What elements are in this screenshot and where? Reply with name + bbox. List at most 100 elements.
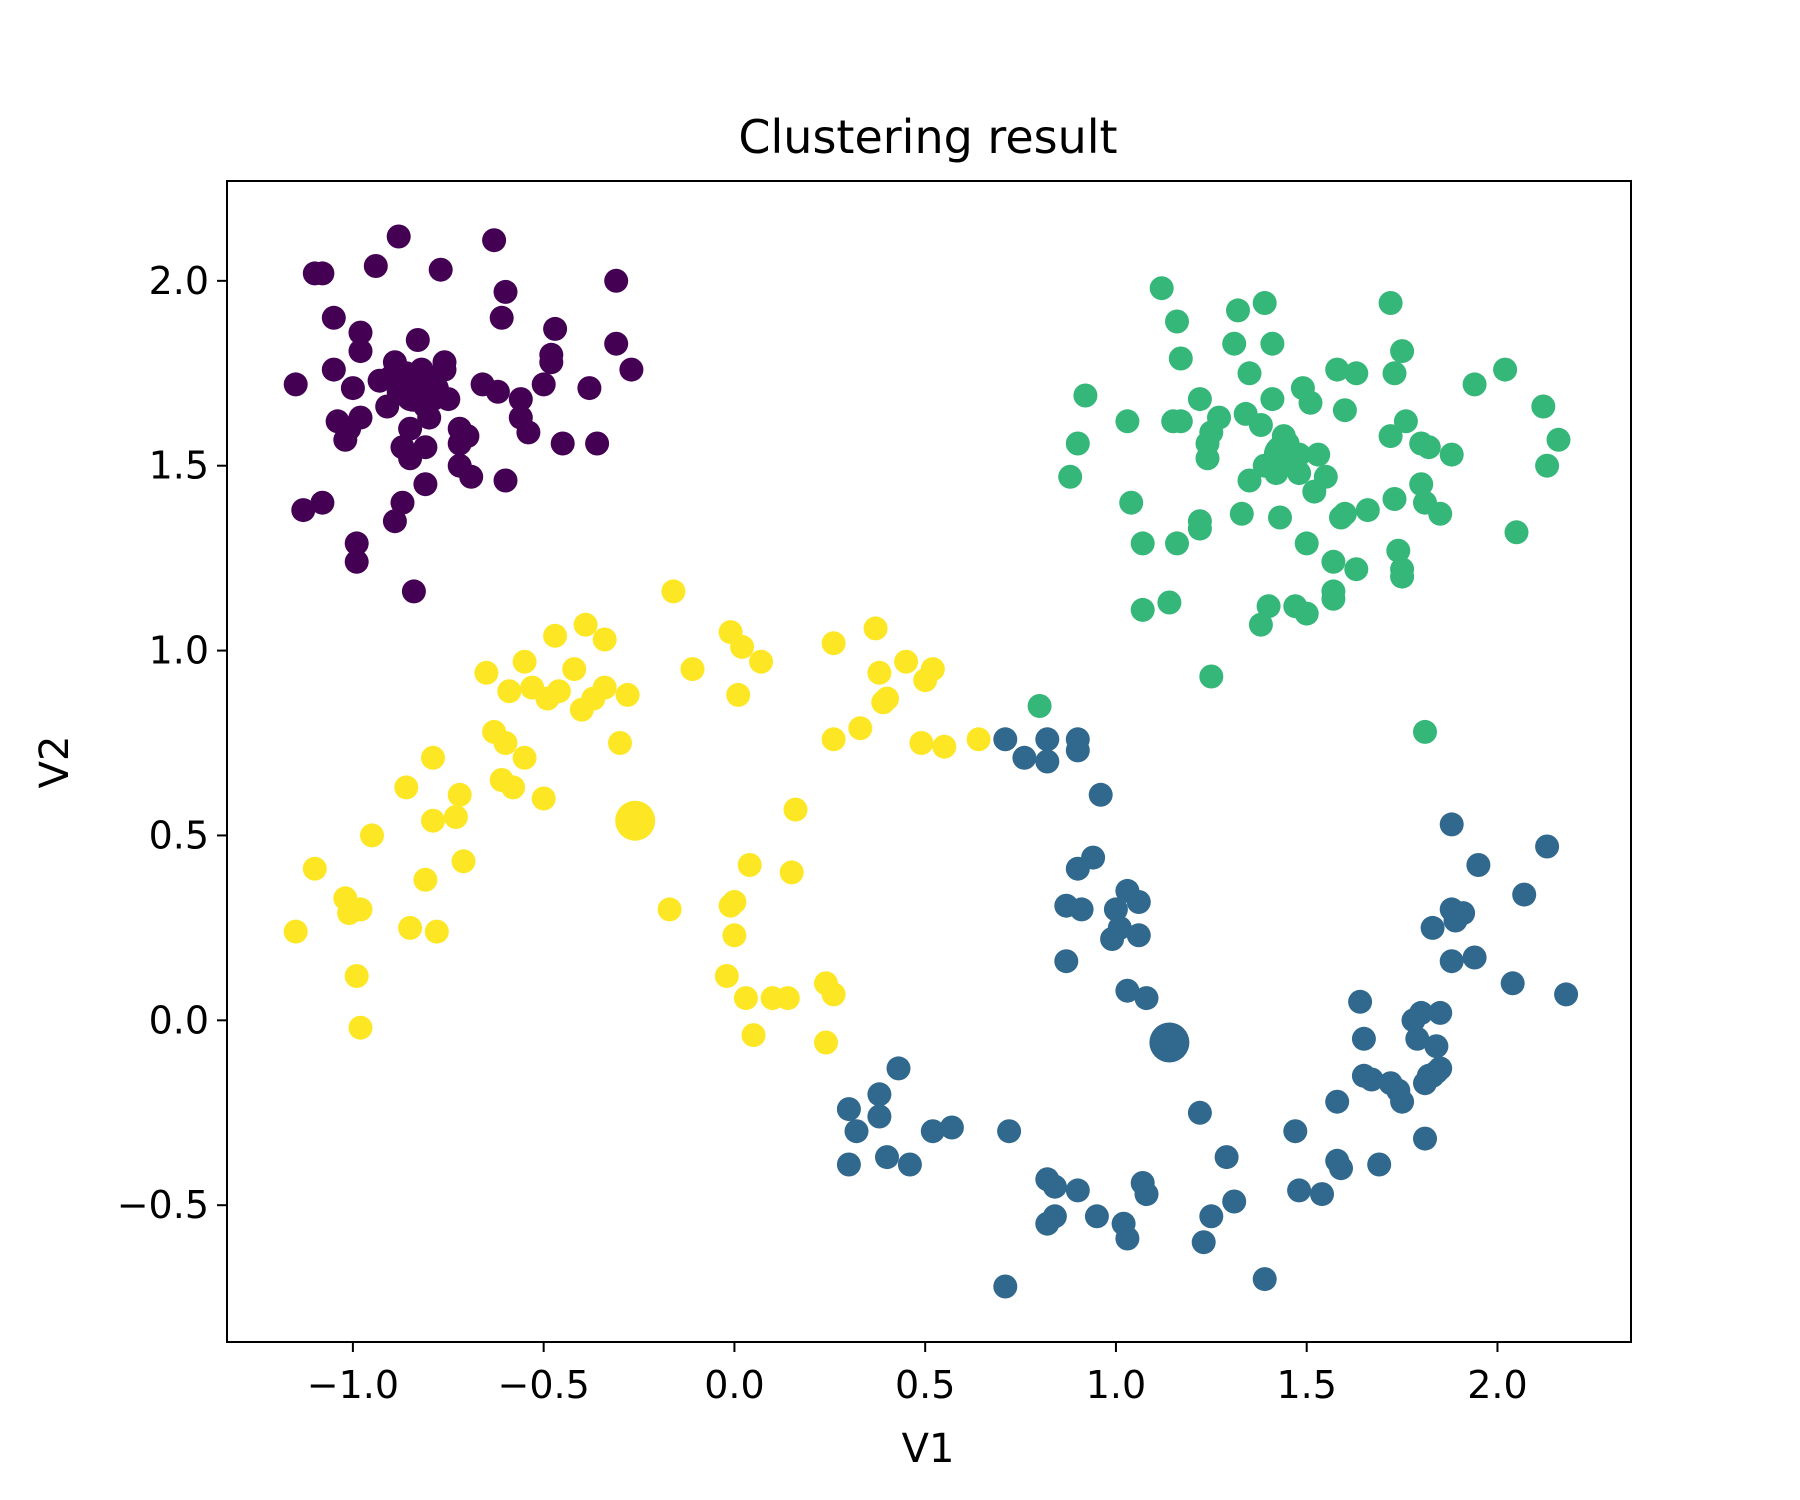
data-point	[966, 727, 991, 752]
data-point	[1035, 749, 1060, 774]
data-point	[1103, 897, 1128, 922]
data-point	[474, 660, 499, 685]
y-axis-label: V2	[32, 736, 78, 789]
data-point	[1310, 1182, 1334, 1207]
data-point	[722, 923, 747, 948]
data-point	[386, 224, 411, 249]
data-point	[1134, 1182, 1159, 1207]
data-point	[348, 405, 373, 430]
data-point	[512, 745, 537, 770]
data-point	[497, 679, 522, 704]
data-point	[413, 472, 438, 497]
centroid-layer	[393, 371, 1304, 1063]
data-point	[932, 734, 957, 759]
data-point	[821, 982, 846, 1007]
data-point	[516, 420, 541, 445]
data-point	[875, 686, 899, 711]
data-point	[1420, 915, 1445, 940]
data-point	[310, 261, 335, 286]
data-point	[344, 964, 369, 988]
data-point	[291, 498, 316, 523]
y-tick-label: 0.0	[149, 998, 209, 1042]
data-point	[1325, 1089, 1350, 1114]
data-point	[1313, 464, 1338, 489]
data-point	[382, 509, 407, 534]
data-point	[867, 1082, 892, 1107]
data-point	[1187, 516, 1212, 541]
data-point	[1214, 1145, 1239, 1170]
cluster-centroid	[1149, 1022, 1190, 1063]
data-point	[1428, 1056, 1453, 1081]
data-point	[1115, 1226, 1140, 1251]
data-point	[1157, 590, 1182, 615]
data-point	[1130, 597, 1155, 622]
data-point	[1428, 1000, 1453, 1025]
data-point	[1409, 472, 1434, 497]
y-tick-label: 0.5	[149, 813, 209, 857]
data-point	[310, 490, 335, 515]
data-point	[1378, 424, 1403, 449]
data-point	[1199, 664, 1224, 689]
points-layer	[283, 224, 1579, 1299]
data-point	[1329, 1156, 1353, 1181]
y-tick-label: −0.5	[117, 1183, 209, 1227]
data-point	[1378, 291, 1403, 315]
data-point	[730, 634, 755, 659]
data-point	[1229, 501, 1254, 526]
data-point	[722, 890, 747, 914]
y-tick-label: 2.0	[149, 259, 209, 303]
data-point	[1344, 557, 1369, 582]
data-point	[1439, 812, 1464, 837]
data-point	[348, 897, 373, 922]
data-point	[1168, 346, 1193, 371]
data-point	[1405, 1026, 1430, 1051]
data-point	[894, 649, 919, 674]
data-point	[1130, 531, 1155, 556]
data-point	[1413, 1126, 1437, 1151]
data-point	[340, 376, 365, 401]
data-point	[348, 1015, 373, 1040]
data-point	[1294, 531, 1319, 556]
data-point	[1222, 331, 1247, 356]
data-point	[821, 631, 846, 656]
data-point	[1081, 845, 1106, 870]
data-point	[1451, 901, 1476, 926]
data-point	[1546, 427, 1571, 452]
plot-frame	[226, 180, 1632, 1343]
data-point	[1073, 383, 1098, 408]
data-point	[493, 279, 518, 304]
data-point	[608, 731, 632, 755]
data-point	[592, 675, 617, 700]
data-point	[1260, 387, 1285, 412]
data-point	[1191, 1230, 1216, 1255]
data-point	[1382, 487, 1407, 511]
data-point	[1065, 738, 1090, 763]
data-point	[1165, 531, 1189, 556]
data-point	[1268, 505, 1292, 530]
data-point	[459, 464, 484, 489]
data-point	[615, 682, 640, 707]
data-point	[997, 1119, 1022, 1144]
data-point	[451, 849, 476, 874]
data-point	[447, 782, 472, 807]
data-point	[283, 919, 308, 944]
data-point	[909, 731, 934, 755]
data-point	[550, 431, 575, 456]
data-point	[897, 1152, 922, 1177]
y-tick-label: 1.5	[149, 444, 209, 488]
data-point	[1119, 490, 1144, 515]
data-point	[1115, 409, 1140, 434]
data-point	[1260, 331, 1285, 356]
data-point	[482, 228, 507, 253]
data-point	[421, 745, 445, 770]
data-point	[413, 867, 438, 892]
data-point	[604, 331, 629, 356]
data-point	[1115, 978, 1140, 1003]
data-point	[1359, 1067, 1384, 1092]
data-point	[737, 853, 762, 877]
data-point	[573, 612, 598, 637]
data-point	[1054, 949, 1079, 974]
data-point	[421, 808, 445, 833]
data-point	[344, 531, 369, 556]
